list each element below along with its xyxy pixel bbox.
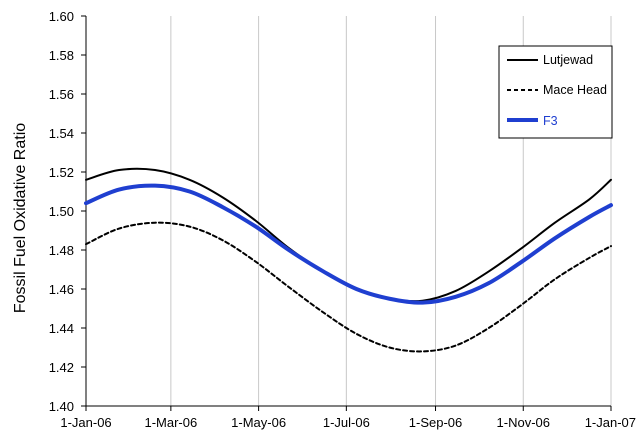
y-tick-label: 1.58 (49, 48, 74, 63)
legend-box (498, 45, 613, 139)
x-tick-label: 1-Jul-06 (323, 415, 370, 430)
y-tick-label: 1.50 (49, 204, 74, 219)
series-group (84, 167, 613, 353)
series-line-lutjewad (85, 167, 612, 303)
x-tick-label: 1-Nov-06 (497, 415, 550, 430)
x-axis-ticks: 1-Jan-06 1-Mar-06 1-May-06 1-Jul-06 1-Sep-06… (60, 406, 636, 430)
y-tick-label: 1.48 (49, 243, 74, 258)
legend: Lutjewad Mace Head F3 (498, 45, 613, 139)
y-tick-label: 1.54 (49, 126, 74, 141)
x-tick-label: 1-Jan-06 (60, 415, 111, 430)
series-line-mace-head (85, 221, 612, 353)
y-tick-label: 1.56 (49, 87, 74, 102)
x-tick-label: 1-May-06 (231, 415, 286, 430)
y-tick-label: 1.60 (49, 9, 74, 24)
legend-label-mace-head: Mace Head (543, 83, 607, 97)
x-tick-label: 1-Sep-06 (409, 415, 462, 430)
y-tick-label: 1.42 (49, 360, 74, 375)
y-tick-label: 1.40 (49, 399, 74, 414)
legend-label-lutjewad: Lutjewad (543, 53, 593, 67)
y-axis-title: Fossil Fuel Oxidative Ratio (12, 123, 29, 313)
y-tick-label: 1.46 (49, 282, 74, 297)
x-tick-label: 1-Mar-06 (144, 415, 197, 430)
y-tick-label: 1.44 (49, 321, 74, 336)
x-tick-label: 1-Jan-07 (585, 415, 636, 430)
y-axis-ticks: 1.40 1.42 1.44 1.46 1.48 1.50 1.52 1.54 1.56 1.58… (49, 9, 86, 414)
legend-label-f3: F3 (543, 114, 558, 128)
series-line-f3 (84, 183, 613, 305)
y-tick-label: 1.52 (49, 165, 74, 180)
